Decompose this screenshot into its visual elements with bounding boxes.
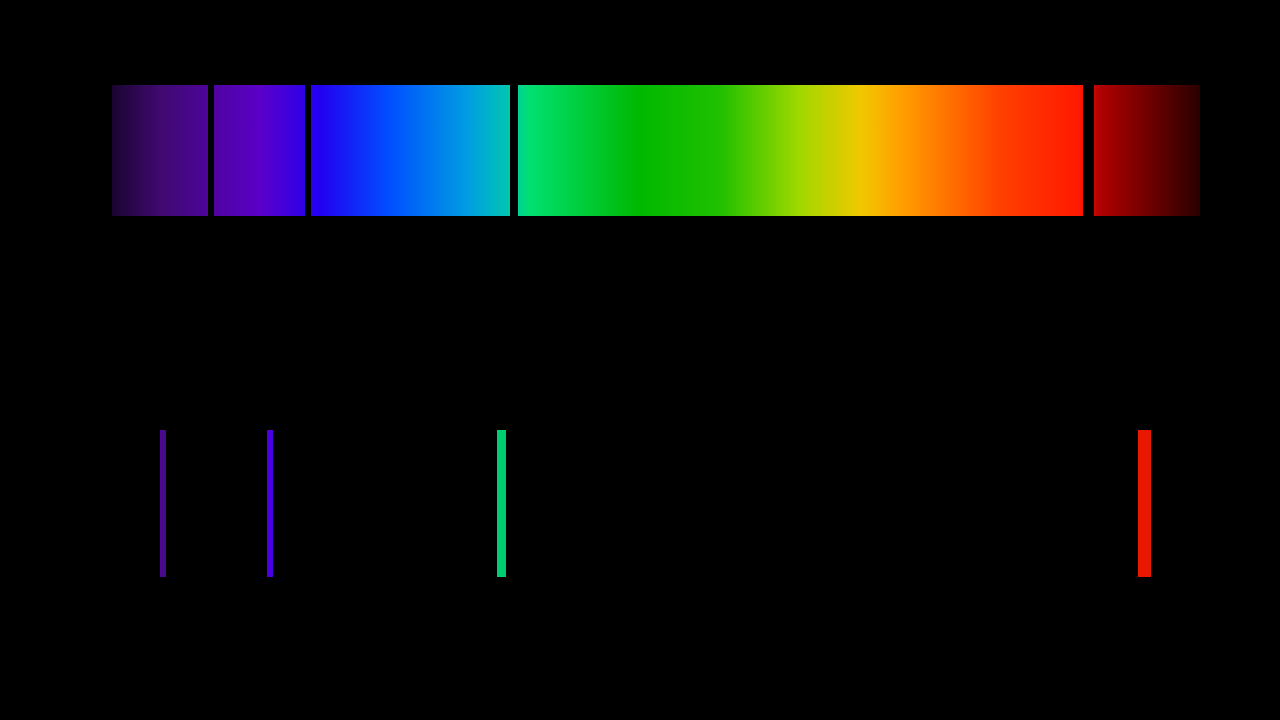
absorption-line <box>510 85 518 216</box>
emission-line <box>267 430 273 577</box>
absorption-line <box>1083 85 1094 216</box>
emission-line <box>497 430 506 577</box>
absorption-line <box>305 85 311 216</box>
emission-line <box>1138 430 1151 577</box>
emission-line <box>160 430 166 577</box>
absorption-line <box>208 85 214 216</box>
continuous-spectrum <box>112 85 1200 216</box>
